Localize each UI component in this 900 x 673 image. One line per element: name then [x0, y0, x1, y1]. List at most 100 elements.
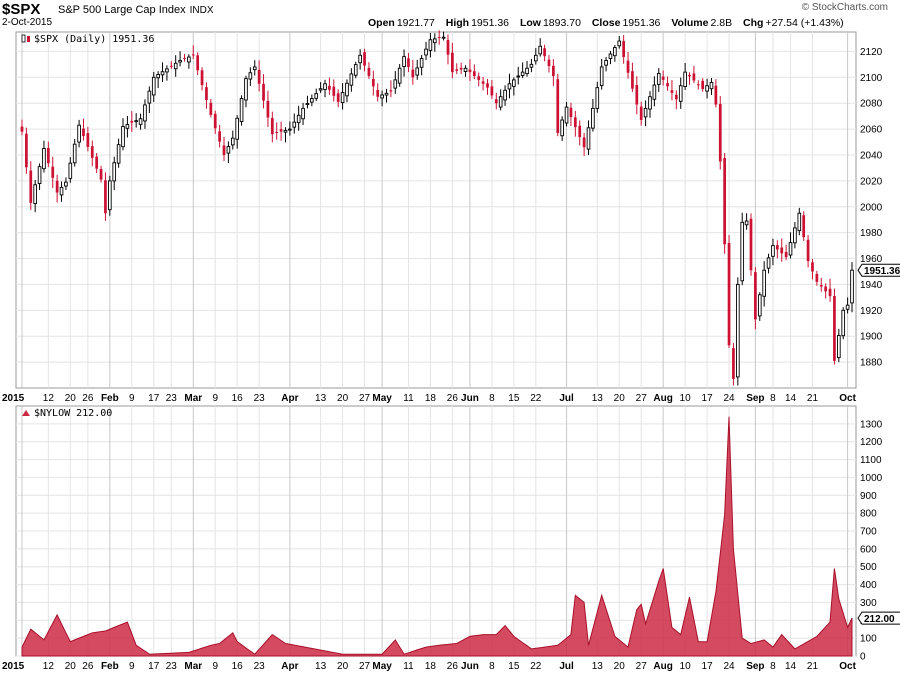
lows-x-tick-label: 20: [337, 661, 349, 672]
candle-body: [428, 39, 433, 51]
candle-body: [837, 335, 841, 359]
lows-x-tick-label: 20: [614, 661, 626, 672]
candle-body: [90, 146, 94, 158]
price-x-tick-label: 23: [166, 393, 178, 404]
candle-body: [138, 118, 143, 125]
candle-body: [503, 89, 507, 101]
candle-body: [683, 71, 687, 87]
candle-body: [718, 103, 722, 162]
candle-body: [283, 129, 288, 133]
candle-body: [617, 40, 622, 47]
candle-body: [64, 181, 68, 187]
candle-body: [446, 39, 450, 55]
candle-body: [529, 63, 534, 68]
candle-body: [46, 148, 50, 164]
price-x-tick-label: 8: [489, 393, 495, 404]
high-label: High: [445, 17, 470, 29]
symbol-name: S&P 500 Large Cap Index: [58, 4, 186, 16]
candle-body: [850, 269, 854, 304]
candle-body: [780, 247, 784, 254]
candle-body: [332, 86, 336, 96]
candle-body: [99, 169, 103, 180]
candle-body: [674, 94, 678, 100]
candle-body: [459, 67, 463, 70]
candle-body: [402, 56, 406, 67]
candle-body: [806, 239, 810, 262]
price-x-tick-label: 24: [723, 393, 735, 404]
candle-body: [275, 132, 279, 134]
price-y-tick-label: 1940: [860, 280, 883, 291]
candle-body: [516, 75, 521, 78]
candle-body: [635, 85, 639, 105]
new-lows-panel: 0100200300400500600700800900100011001200…: [2, 405, 900, 672]
candle-body: [296, 114, 301, 124]
candle-body: [705, 85, 709, 92]
candle-body: [389, 90, 393, 92]
candle-body: [380, 94, 384, 99]
lows-legend: $NYLOW 212.00: [34, 408, 112, 419]
candle-body: [481, 81, 485, 84]
open-label: Open: [368, 17, 395, 29]
legend-candle-icon: [27, 36, 30, 42]
change-label: Chg: [743, 17, 764, 29]
candle-body: [696, 84, 700, 86]
candle-body: [288, 128, 292, 131]
candle-body: [727, 243, 731, 346]
price-legend: $SPX (Daily) 1951.36: [34, 34, 154, 45]
candle-body: [841, 309, 846, 337]
lows-x-tick-label: 15: [508, 661, 520, 672]
lows-x-tick-label: Mar: [184, 661, 202, 672]
candle-body: [200, 70, 204, 86]
candle-body: [552, 65, 555, 77]
candle-body: [538, 45, 543, 55]
volume-value: 2.8B: [710, 17, 733, 29]
lows-last-value-label: 212.00: [864, 614, 895, 625]
price-x-tick-label: Feb: [101, 393, 119, 404]
candle-body: [125, 124, 130, 129]
lows-x-tick-label: 8: [770, 661, 776, 672]
candle-body: [187, 56, 191, 63]
candle-body: [116, 144, 121, 164]
price-y-tick-label: 1960: [860, 254, 883, 265]
candle-body: [310, 98, 314, 103]
candle-body: [266, 100, 270, 118]
price-x-tick-label: 14: [785, 393, 797, 404]
price-x-tick-label: 9: [129, 393, 135, 404]
candle-body: [104, 180, 107, 214]
candle-body: [353, 64, 358, 76]
candle-body: [165, 68, 169, 73]
price-x-tick-label: 21: [807, 393, 819, 404]
lows-x-tick-label: 14: [785, 661, 797, 672]
lows-x-tick-label: 27: [636, 661, 648, 672]
symbol-title: $SPX: [2, 1, 41, 18]
candle-body: [811, 262, 814, 272]
candle-body: [226, 146, 231, 154]
lows-y-tick-label: 400: [860, 580, 877, 591]
candle-body: [833, 296, 836, 361]
lows-x-tick-label: Sep: [746, 661, 764, 672]
price-x-tick-label: 8: [770, 393, 776, 404]
candle-body: [578, 125, 582, 138]
candle-body: [582, 137, 586, 148]
lows-x-tick-label: Feb: [101, 661, 119, 672]
candle-body: [815, 274, 819, 282]
candle-body: [788, 242, 793, 256]
lows-x-tick-label: 23: [166, 661, 178, 672]
lows-x-tick-label: 2015: [2, 661, 25, 672]
candle-body: [415, 67, 420, 76]
price-x-tick-label: 18: [425, 393, 437, 404]
candle-body: [692, 73, 696, 81]
low-value: 1893.70: [542, 17, 581, 29]
price-x-tick-label: Aug: [653, 393, 672, 404]
candle-body: [819, 284, 823, 287]
candle-body: [336, 93, 340, 102]
candle-body: [358, 54, 362, 64]
candle-body: [160, 71, 165, 76]
candle-body: [757, 294, 762, 317]
open-value: 1921.77: [396, 17, 435, 29]
candle-body: [147, 90, 152, 104]
price-x-tick-label: May: [372, 393, 392, 404]
candle-body: [512, 79, 516, 87]
price-last-value-box: [857, 263, 900, 277]
